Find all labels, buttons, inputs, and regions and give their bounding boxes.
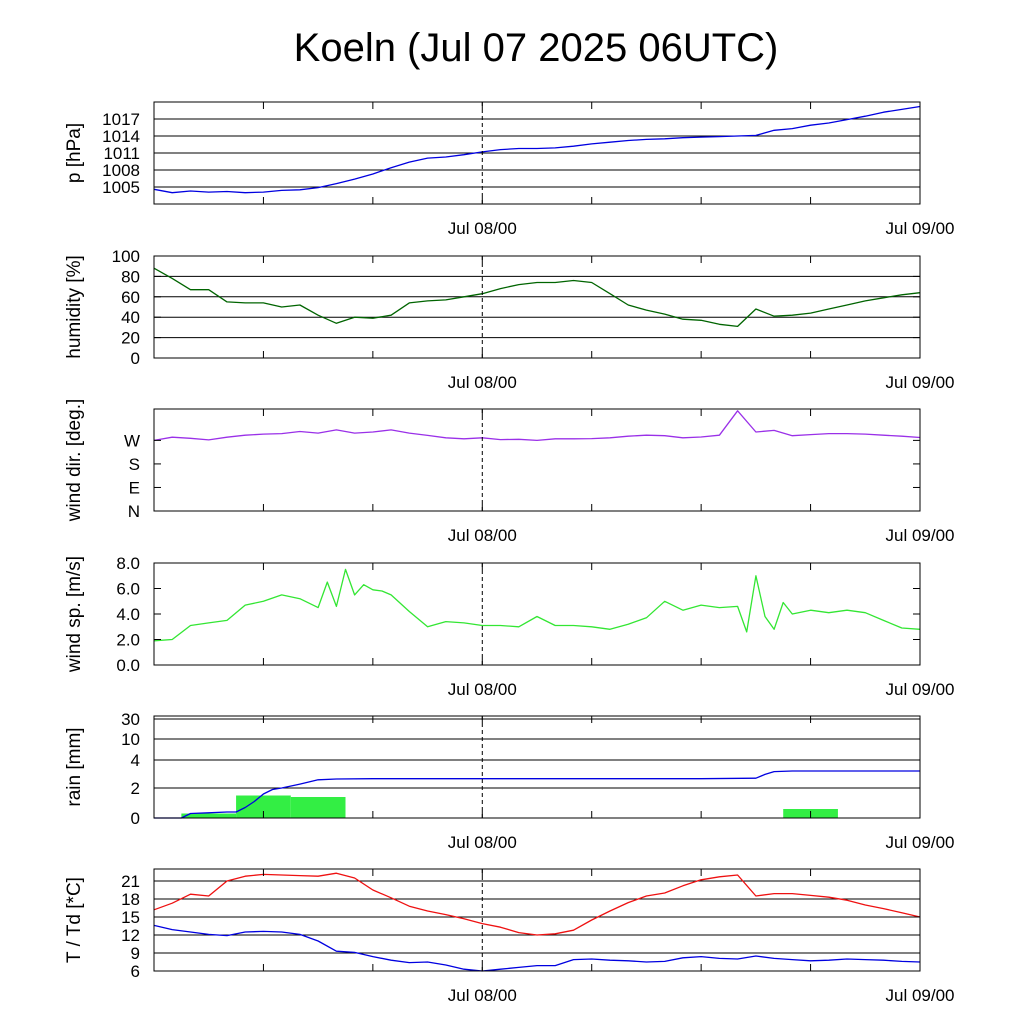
ylabel: T / Td [*C] [64,877,85,963]
xtick-label: Jul 09/00 [886,680,955,699]
series-line [153,872,921,936]
ytick-label: 0.0 [116,656,140,675]
plot-frame [153,562,921,666]
chart-title: Koeln (Jul 07 2025 06UTC) [293,26,779,70]
ylabel: rain [mm] [64,727,85,806]
ytick-label: 6 [131,962,140,981]
ytick-label: 18 [121,890,140,909]
ytick-label: 12 [121,926,140,945]
series-line [154,770,920,819]
ytick-label: 8.0 [116,554,140,573]
series-line [153,267,921,328]
ytick-label: 60 [121,288,140,307]
ylabel: p [hPa] [64,123,85,183]
ytick-label: 1014 [102,127,140,146]
ytick-label: 6.0 [116,580,140,599]
ytick-label: 0 [131,809,140,828]
ytick-label: N [128,502,140,521]
ytick-label: 4.0 [116,605,140,624]
xtick-label: Jul 09/00 [886,986,955,1005]
ytick-label: 20 [121,329,140,348]
plot-frame [153,868,921,972]
xtick-label: Jul 08/00 [448,219,517,238]
xtick-label: Jul 09/00 [886,373,955,392]
plot-frame [153,715,921,819]
ytick-label: E [129,478,140,497]
ytick-label: 9 [131,944,140,963]
ytick-label: 4 [131,751,140,770]
ylabel: wind dir. [deg.] [64,399,85,523]
series-line [153,410,921,442]
ytick-label: S [129,455,140,474]
panel-3: 0.0 2.0 4.0 6.0 8.0 wind sp. [m/s] Jul 08/00 Ju… [64,554,955,699]
ytick-label: 30 [121,710,140,729]
ytick-label: 80 [121,267,140,286]
ytick-label: 40 [121,308,140,327]
ytick-label: 15 [121,908,140,927]
series-line [153,568,921,642]
ytick-label: 1008 [102,161,140,180]
ytick-label: 0 [131,349,140,368]
ytick-label: 21 [121,872,140,891]
rain-bar [290,797,346,818]
rain-bar [181,813,237,818]
plot-frame [153,255,921,359]
xtick-label: Jul 08/00 [448,373,517,392]
xtick-label: Jul 09/00 [886,833,955,852]
xtick-label: Jul 08/00 [448,986,517,1005]
plot-frame [153,408,921,512]
ylabel: wind sp. [m/s] [64,556,85,673]
ytick-label: 100 [112,247,140,266]
xtick-label: Jul 09/00 [886,219,955,238]
series-line [153,105,921,194]
ytick-label: 1017 [102,110,140,129]
ytick-label: 1005 [102,178,140,197]
ytick-label: 2 [131,779,140,798]
ytick-label: 2.0 [116,631,140,650]
ytick-label: 10 [121,730,140,749]
series-line [153,924,921,972]
xtick-label: Jul 09/00 [886,526,955,545]
rain-bar [236,795,291,818]
xtick-label: Jul 08/00 [448,680,517,699]
ylabel: humidity [%] [64,255,85,358]
ytick-label: 1011 [103,144,140,163]
ytick-label: W [124,431,140,450]
xtick-label: Jul 08/00 [448,526,517,545]
xtick-label: Jul 08/00 [448,833,517,852]
